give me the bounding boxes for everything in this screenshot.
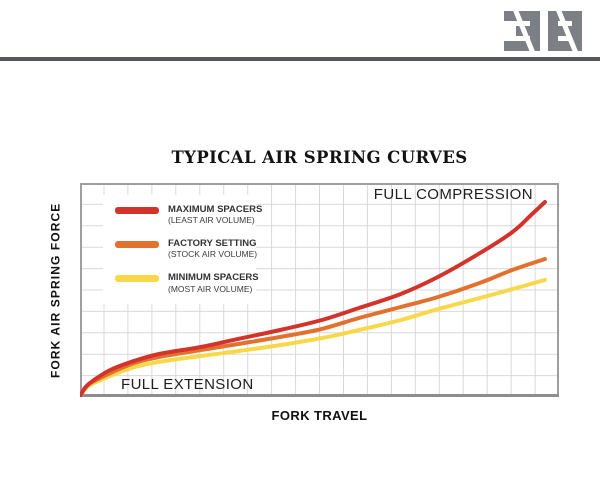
y-axis-label: FORK AIR SPRING FORCE xyxy=(48,202,63,378)
legend-item-factory-setting: FACTORY SETTING (STOCK AIR VOLUME) xyxy=(115,238,258,260)
plot-area: FULL COMPRESSION FULL EXTENSION MAXIMUM … xyxy=(80,183,559,397)
legend: MAXIMUM SPACERS (LEAST AIR VOLUME) FACTO… xyxy=(103,195,262,304)
fox-38-logo-graphic xyxy=(504,3,582,59)
legend-swatch-yellow xyxy=(115,275,159,283)
legend-label: FACTORY SETTING xyxy=(168,238,257,250)
legend-swatch-orange xyxy=(115,241,159,249)
chart-title: TYPICAL AIR SPRING CURVES xyxy=(171,148,468,167)
legend-item-minimum-spacers: MINIMUM SPACERS (MOST AIR VOLUME) xyxy=(115,272,259,294)
legend-sublabel: (LEAST AIR VOLUME) xyxy=(168,215,255,226)
legend-label: MAXIMUM SPACERS xyxy=(168,204,263,215)
legend-sublabel: (STOCK AIR VOLUME) xyxy=(168,249,258,260)
fox-38-logo: 38 xyxy=(500,3,586,59)
legend-label: MINIMUM SPACERS xyxy=(168,272,259,284)
full-extension-label: FULL EXTENSION xyxy=(121,376,254,393)
legend-swatch-red xyxy=(115,207,159,214)
legend-item-maximum-spacers: MAXIMUM SPACERS (LEAST AIR VOLUME) xyxy=(115,204,262,225)
header-divider xyxy=(0,57,600,61)
full-compression-label: FULL COMPRESSION xyxy=(373,186,533,203)
x-axis-label: FORK TRAVEL xyxy=(271,408,368,423)
legend-sublabel: (MOST AIR VOLUME) xyxy=(168,283,253,294)
